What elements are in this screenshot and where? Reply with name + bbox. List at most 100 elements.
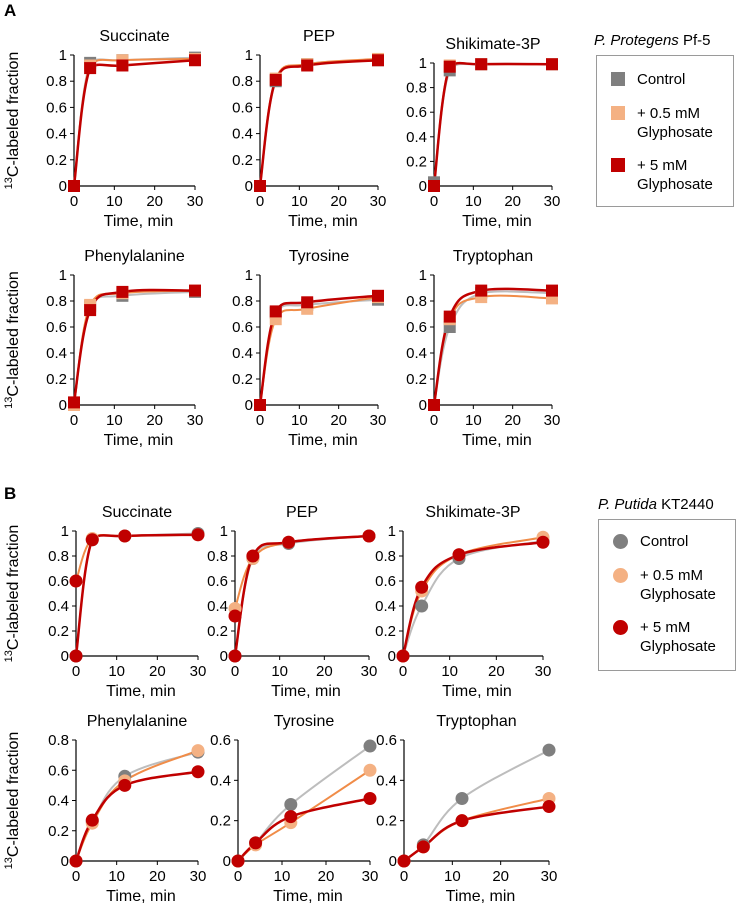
series-line-1 (234, 535, 370, 609)
legend-a-species: P. Protegens (594, 32, 679, 49)
series-2-point (68, 180, 80, 192)
y-tick-label: 0.2 (48, 823, 69, 840)
chart-title: Succinate (99, 28, 169, 45)
square-marker-icon (611, 106, 625, 120)
y-tick-label: 1 (419, 55, 427, 72)
chart-title: Shikimate-3P (445, 36, 540, 53)
x-tick-label: 10 (106, 193, 123, 210)
series-2-point (69, 649, 83, 663)
y-tick-label: 0.6 (232, 99, 253, 116)
y-tick-label: 0 (245, 397, 253, 414)
x-tick-label: 30 (544, 412, 561, 429)
chart-11-tryptophan: Tryptophan 0 0.2 0.4 0.6 0 10 20 30 Time, min (376, 713, 557, 905)
y-tick-label: 0.4 (207, 598, 228, 615)
y-tick-label: 0.2 (46, 152, 67, 169)
y-tick-label: 0.8 (48, 548, 69, 565)
series-2-point (189, 284, 201, 297)
series-2-point (475, 58, 488, 71)
y-tick-label: 0.2 (375, 623, 396, 640)
y-tick-label: 0.2 (232, 371, 253, 388)
series-2-point (475, 284, 488, 297)
x-tick-label: 20 (149, 868, 166, 885)
x-tick-label: 30 (370, 193, 387, 210)
y-tick-label: 0 (220, 648, 228, 665)
series-2-point (191, 528, 205, 542)
legend-a: Control + 0.5 mM Glyphosate + 5 mM Glyph… (596, 55, 734, 207)
y-axis-label-text: C-labeled fraction (5, 271, 22, 396)
y-tick-label: 0.2 (48, 623, 69, 640)
y-tick-label: 1 (61, 523, 69, 540)
x-tick-label: 0 (234, 868, 242, 885)
y-tick-label: 0.6 (375, 573, 396, 590)
x-tick-label: 0 (72, 868, 80, 885)
x-tick-label: 30 (187, 412, 204, 429)
square-marker-icon (611, 72, 625, 86)
series-0-point (455, 791, 469, 805)
y-axis-label: 13C-labeled fraction (3, 525, 22, 663)
series-2-point (443, 310, 456, 323)
series-0-point (415, 599, 429, 613)
y-tick-label: 0.4 (232, 126, 253, 143)
x-tick-label: 30 (362, 868, 379, 885)
y-tick-label: 0 (388, 648, 396, 665)
series-2-point (84, 304, 97, 317)
x-tick-label: 0 (430, 193, 438, 210)
y-tick-label: 0.2 (406, 371, 427, 388)
chart-title: Tryptophan (453, 248, 533, 265)
series-line-0 (433, 62, 553, 183)
series-line-2 (74, 770, 199, 862)
series-line-0 (75, 751, 199, 862)
series-2-point (269, 73, 282, 86)
y-tick-label: 0 (389, 853, 397, 870)
series-2-point (301, 59, 314, 72)
x-tick-label: 0 (430, 412, 438, 429)
y-tick-label: 0.2 (232, 152, 253, 169)
series-2-point (116, 285, 129, 298)
x-tick-label: 20 (504, 412, 521, 429)
legend-a-strain: Pf-5 (678, 32, 711, 49)
x-tick-label: 30 (541, 868, 558, 885)
legend-b-entry-high: + 5 mM Glyphosate (613, 618, 716, 656)
y-tick-label: 0.4 (232, 345, 253, 362)
chart-10-tyrosine: Tyrosine 0 0.2 0.4 0.6 0 10 20 30 Time, min (210, 713, 378, 905)
series-2-point (68, 396, 80, 409)
series-2-point (428, 180, 440, 192)
series-2-point (118, 778, 132, 792)
series-2-point (362, 529, 376, 543)
x-axis-label: Time, min (273, 888, 343, 905)
y-tick-label: 0.6 (210, 732, 231, 749)
x-axis-label: Time, min (288, 213, 358, 230)
y-tick-label: 0.6 (376, 732, 397, 749)
y-tick-label: 0 (59, 397, 67, 414)
y-tick-label: 0.8 (207, 548, 228, 565)
circle-marker-icon (613, 568, 628, 583)
x-tick-label: 10 (291, 412, 308, 429)
x-tick-label: 10 (465, 412, 482, 429)
series-1-point (191, 744, 205, 758)
circle-marker-icon (613, 620, 628, 635)
series-line-2 (258, 294, 379, 406)
x-axis-label: Time, min (106, 683, 176, 700)
series-2-point (415, 580, 429, 594)
series-line-1 (75, 749, 199, 862)
x-axis-label: Time, min (288, 432, 358, 449)
series-2-point (455, 814, 469, 828)
y-tick-label: 0 (61, 648, 69, 665)
x-tick-label: 10 (444, 868, 461, 885)
x-tick-label: 30 (190, 868, 207, 885)
y-tick-label: 0 (245, 178, 253, 195)
series-2-point (249, 836, 263, 850)
y-tick-label: 0.4 (406, 129, 427, 146)
x-tick-label: 0 (256, 193, 264, 210)
series-line-2 (403, 805, 550, 863)
chart-9-phenylalanine: Phenylalanine 0 0.2 0.4 0.6 0.8 0 10 20 30 Time, m… (3, 713, 206, 905)
series-0-point (542, 743, 556, 757)
y-tick-label: 0.4 (375, 598, 396, 615)
x-tick-label: 10 (108, 868, 125, 885)
